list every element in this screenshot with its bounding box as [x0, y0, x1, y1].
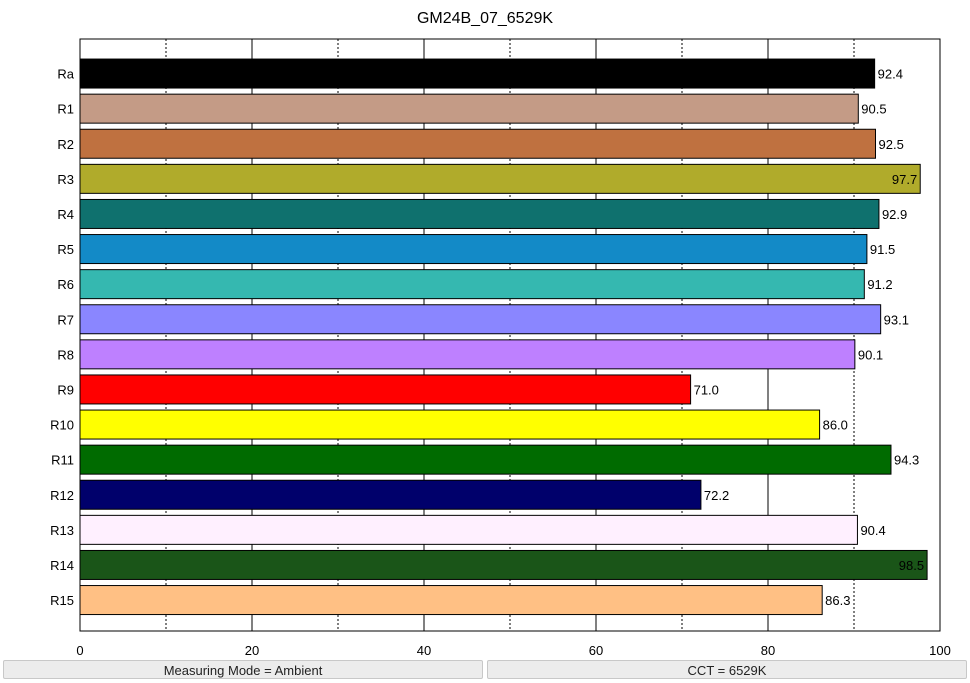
value-label-ra: 92.4 [878, 67, 903, 82]
category-label-r8: R8 [57, 347, 74, 362]
category-label-r1: R1 [57, 102, 74, 117]
category-label-r5: R5 [57, 242, 74, 257]
category-label-r13: R13 [50, 523, 74, 538]
value-label-r12: 72.2 [704, 488, 729, 503]
bar-r2 [79, 128, 876, 159]
category-label-r7: R7 [57, 312, 74, 327]
value-label-r13: 90.4 [860, 523, 885, 538]
bar-r3 [79, 163, 921, 194]
value-label-r7: 93.1 [884, 312, 909, 327]
category-label-r2: R2 [57, 137, 74, 152]
bar-r9 [79, 374, 692, 405]
status-bar: Measuring Mode = Ambient CCT = 6529K [0, 658, 970, 683]
value-label-r14: 98.5 [899, 558, 924, 573]
x-tick-label: 20 [245, 643, 259, 658]
category-label-r12: R12 [50, 488, 74, 503]
x-tick-label: 100 [929, 643, 951, 658]
category-label-r10: R10 [50, 418, 74, 433]
measuring-mode-status: Measuring Mode = Ambient [3, 660, 483, 679]
bar-r13 [79, 514, 858, 545]
value-label-r11: 94.3 [894, 453, 919, 468]
value-label-r6: 91.2 [867, 277, 892, 292]
value-label-r8: 90.1 [858, 347, 883, 362]
value-label-r15: 86.3 [825, 593, 850, 608]
bar-ra [79, 58, 876, 89]
category-label-r15: R15 [50, 593, 74, 608]
value-label-r10: 86.0 [823, 418, 848, 433]
x-axis-labels: 0 20 40 60 80 100 [76, 643, 950, 658]
category-label-r14: R14 [50, 558, 74, 573]
x-tick-label: 0 [76, 643, 83, 658]
bar-r4 [79, 198, 880, 229]
value-label-r9: 71.0 [694, 382, 719, 397]
bar-r8 [79, 339, 856, 370]
bar-r14 [79, 549, 928, 580]
x-tick-label: 80 [761, 643, 775, 658]
bar-r15 [79, 585, 823, 616]
bar-r7 [79, 304, 882, 335]
value-labels: 92.4 90.5 92.5 97.7 92.9 91.5 91.2 93.1 90.1 71.0… [694, 67, 925, 608]
category-label-ra: Ra [57, 67, 74, 82]
bar-chart: GM24B_07_6529K Ra R1 R2 R3 R4 R5 R6 R7 R8 R9 R10 R1… [50, 10, 951, 658]
value-label-r4: 92.9 [882, 207, 907, 222]
value-label-r1: 90.5 [861, 102, 886, 117]
bar-r10 [79, 409, 821, 440]
bar-r6 [79, 269, 865, 300]
value-label-r3: 97.7 [892, 172, 917, 187]
category-label-r4: R4 [57, 207, 74, 222]
bar-r12 [79, 479, 702, 510]
value-label-r2: 92.5 [879, 137, 904, 152]
value-label-r5: 91.5 [870, 242, 895, 257]
cct-status: CCT = 6529K [487, 660, 967, 679]
bar-r1 [79, 93, 859, 124]
category-label-r11: R11 [51, 453, 74, 468]
bar-r5 [79, 234, 868, 265]
y-axis-labels: Ra R1 R2 R3 R4 R5 R6 R7 R8 R9 R10 R11 R12 R13 R14 R15 [50, 67, 75, 608]
category-label-r9: R9 [57, 382, 74, 397]
bar-r11 [79, 444, 892, 475]
x-tick-label: 40 [417, 643, 431, 658]
x-tick-label: 60 [589, 643, 603, 658]
bars-group [79, 58, 928, 616]
category-label-r3: R3 [57, 172, 74, 187]
category-label-r6: R6 [57, 277, 74, 292]
chart-title: GM24B_07_6529K [417, 10, 553, 27]
